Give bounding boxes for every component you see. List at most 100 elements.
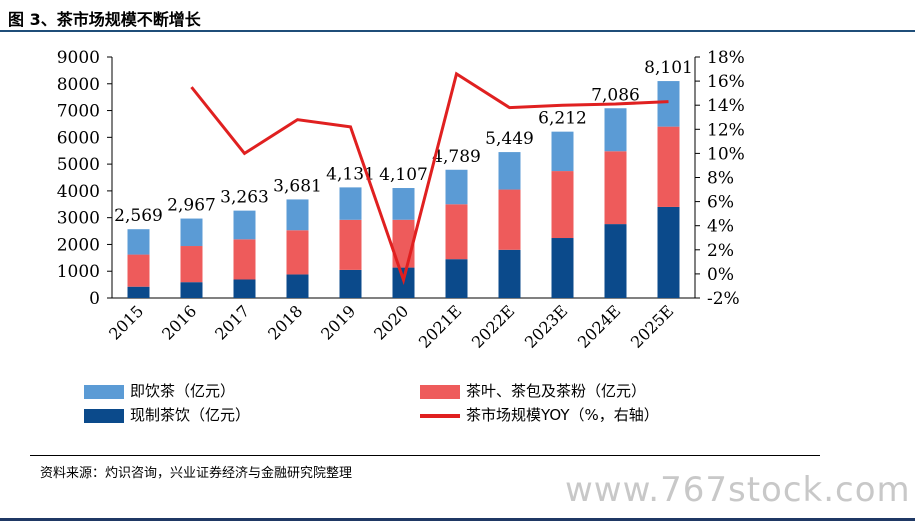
legend-swatch [84, 384, 124, 399]
chart-yoy-line [190, 71, 669, 286]
y-left-tick-label: 6000 [57, 128, 100, 148]
legend-item-ready-to-drink: 即饮茶（亿元） [84, 381, 235, 401]
bar-segment-made-to-order [286, 274, 309, 298]
title-divider [0, 30, 915, 32]
legend-item-made-to-order: 现制茶饮（亿元） [84, 405, 250, 425]
chart-axes: 0 1000 2000 3000 4000 5000 6000 7000 8000 9000 -2%… [57, 48, 745, 309]
bar-segment-ready-to-drink [392, 188, 415, 220]
legend-label: 即饮茶（亿元） [130, 382, 236, 400]
legend-label: 茶市场规模YOY（%，右轴） [466, 406, 659, 424]
bar-total-label: 7,086 [591, 85, 640, 105]
bar-segment-ready-to-drink [339, 187, 362, 220]
bar-segment-made-to-order [657, 206, 680, 298]
y-left-tick-label: 9000 [57, 48, 100, 68]
y-left-tick-label: 0 [89, 289, 100, 309]
bar-total-label: 2,967 [167, 196, 216, 216]
bar-segment-ready-to-drink [498, 152, 521, 190]
x-tick-label: 2018 [264, 301, 306, 343]
bar-total-label: 8,101 [644, 58, 693, 78]
bar-segment-made-to-order [180, 282, 203, 298]
x-tick-label: 2022E [468, 301, 518, 351]
bar-total-label: 4,789 [432, 147, 481, 167]
bar-total-label: 5,449 [485, 129, 534, 149]
y-left-tick-label: 4000 [57, 182, 100, 202]
bar-segment-tea-leaves [286, 230, 309, 275]
bar-total-label: 2,569 [114, 206, 163, 226]
title-bar: 图 3、茶市场规模不断增长 [0, 0, 915, 34]
x-tick-label: 2019 [317, 301, 359, 343]
bar-segment-ready-to-drink [127, 229, 150, 255]
bar-segment-ready-to-drink [233, 210, 256, 240]
legend-swatch [84, 408, 124, 423]
y-right-tick-label: 0% [707, 265, 734, 285]
y-right-tick-label: 12% [707, 120, 745, 140]
bar-segment-made-to-order [498, 249, 521, 298]
bar-segment-tea-leaves [180, 246, 203, 283]
bar-segment-tea-leaves [551, 171, 574, 239]
bar-segment-ready-to-drink [180, 218, 203, 247]
bar-segment-ready-to-drink [657, 81, 680, 127]
bar-segment-tea-leaves [445, 204, 468, 260]
bar-segment-tea-leaves [339, 219, 362, 270]
x-tick-label: 2015 [105, 301, 147, 343]
source-divider [30, 455, 820, 456]
x-tick-label: 2024E [574, 301, 624, 351]
y-left-tick-label: 7000 [57, 102, 100, 122]
y-left-tick-label: 3000 [57, 209, 100, 229]
chart-x-tick-labels: 2015 2016 2017 2018 2019 2020 2021E 2022E 2023E 2… [105, 301, 677, 351]
legend-item-tea-leaves: 茶叶、茶包及茶粉（亿元） [420, 381, 646, 401]
bar-total-label: 4,107 [379, 165, 428, 185]
y-right-tick-label: 16% [707, 72, 745, 92]
x-tick-label: 2016 [158, 301, 200, 343]
y-right-tick-label: 4% [707, 217, 734, 237]
y-left-tick-label: 8000 [57, 75, 100, 95]
bar-total-label: 3,681 [273, 176, 322, 196]
x-tick-label: 2017 [211, 301, 253, 343]
y-right-tick-label: 6% [707, 193, 734, 213]
x-tick-label: 2021E [415, 301, 465, 351]
x-tick-label: 2020 [370, 301, 412, 343]
bar-segment-ready-to-drink [286, 199, 309, 231]
bar-total-label: 3,263 [220, 188, 269, 208]
y-left-tick-label: 5000 [57, 155, 100, 175]
bar-total-label: 4,131 [326, 164, 375, 184]
legend-item-yoy: 茶市场规模YOY（%，右轴） [420, 405, 659, 425]
bar-total-label: 6,212 [538, 109, 587, 129]
x-tick-label: 2025E [627, 301, 677, 351]
y-right-tick-label: 8% [707, 169, 734, 189]
bar-segment-ready-to-drink [551, 131, 574, 172]
bar-segment-tea-leaves [604, 151, 627, 225]
bar-segment-tea-leaves [127, 254, 150, 287]
y-right-tick-label: 18% [707, 48, 745, 68]
x-tick-label: 2023E [521, 301, 571, 351]
legend-swatch [420, 413, 460, 418]
bottom-divider [0, 518, 915, 521]
page-title: 图 3、茶市场规模不断增长 [8, 10, 201, 29]
y-left-tick-label: 2000 [57, 235, 100, 255]
bar-segment-tea-leaves [498, 189, 521, 250]
bar-segment-tea-leaves [233, 239, 256, 280]
legend-label: 茶叶、茶包及茶粉（亿元） [466, 382, 647, 400]
bar-segment-tea-leaves [657, 126, 680, 207]
stacked-bar-chart: 0 1000 2000 3000 4000 5000 6000 7000 8000 9000 -2%… [57, 48, 745, 352]
bar-segment-made-to-order [127, 286, 150, 298]
watermark: www.767stock.com [565, 470, 911, 510]
yoy-line [190, 71, 669, 286]
bar-segment-made-to-order [339, 269, 362, 298]
legend-swatch [420, 384, 460, 399]
y-right-tick-label: 14% [707, 96, 745, 116]
bar-segment-ready-to-drink [445, 169, 468, 205]
y-right-tick-label: -2% [707, 289, 740, 309]
y-left-tick-label: 1000 [57, 262, 100, 282]
bar-segment-made-to-order [445, 259, 468, 298]
bar-segment-made-to-order [604, 224, 627, 298]
source-note: 资料来源：灼识咨询，兴业证券经济与金融研究院整理 [40, 466, 353, 481]
y-right-tick-label: 10% [707, 144, 745, 164]
bar-segment-made-to-order [233, 279, 256, 298]
bar-segment-ready-to-drink [604, 108, 627, 152]
chart-bars [127, 81, 680, 298]
bar-segment-made-to-order [551, 238, 574, 298]
legend-label: 现制茶饮（亿元） [130, 406, 251, 424]
y-right-tick-label: 2% [707, 241, 734, 261]
